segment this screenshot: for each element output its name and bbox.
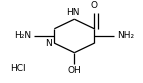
Text: O: O	[91, 1, 98, 10]
Text: NH₂: NH₂	[117, 31, 134, 40]
Text: OH: OH	[67, 66, 81, 75]
Text: N: N	[45, 39, 51, 48]
Text: HCl: HCl	[10, 64, 26, 73]
Text: HN: HN	[66, 8, 80, 17]
Text: H₂N: H₂N	[14, 31, 31, 40]
